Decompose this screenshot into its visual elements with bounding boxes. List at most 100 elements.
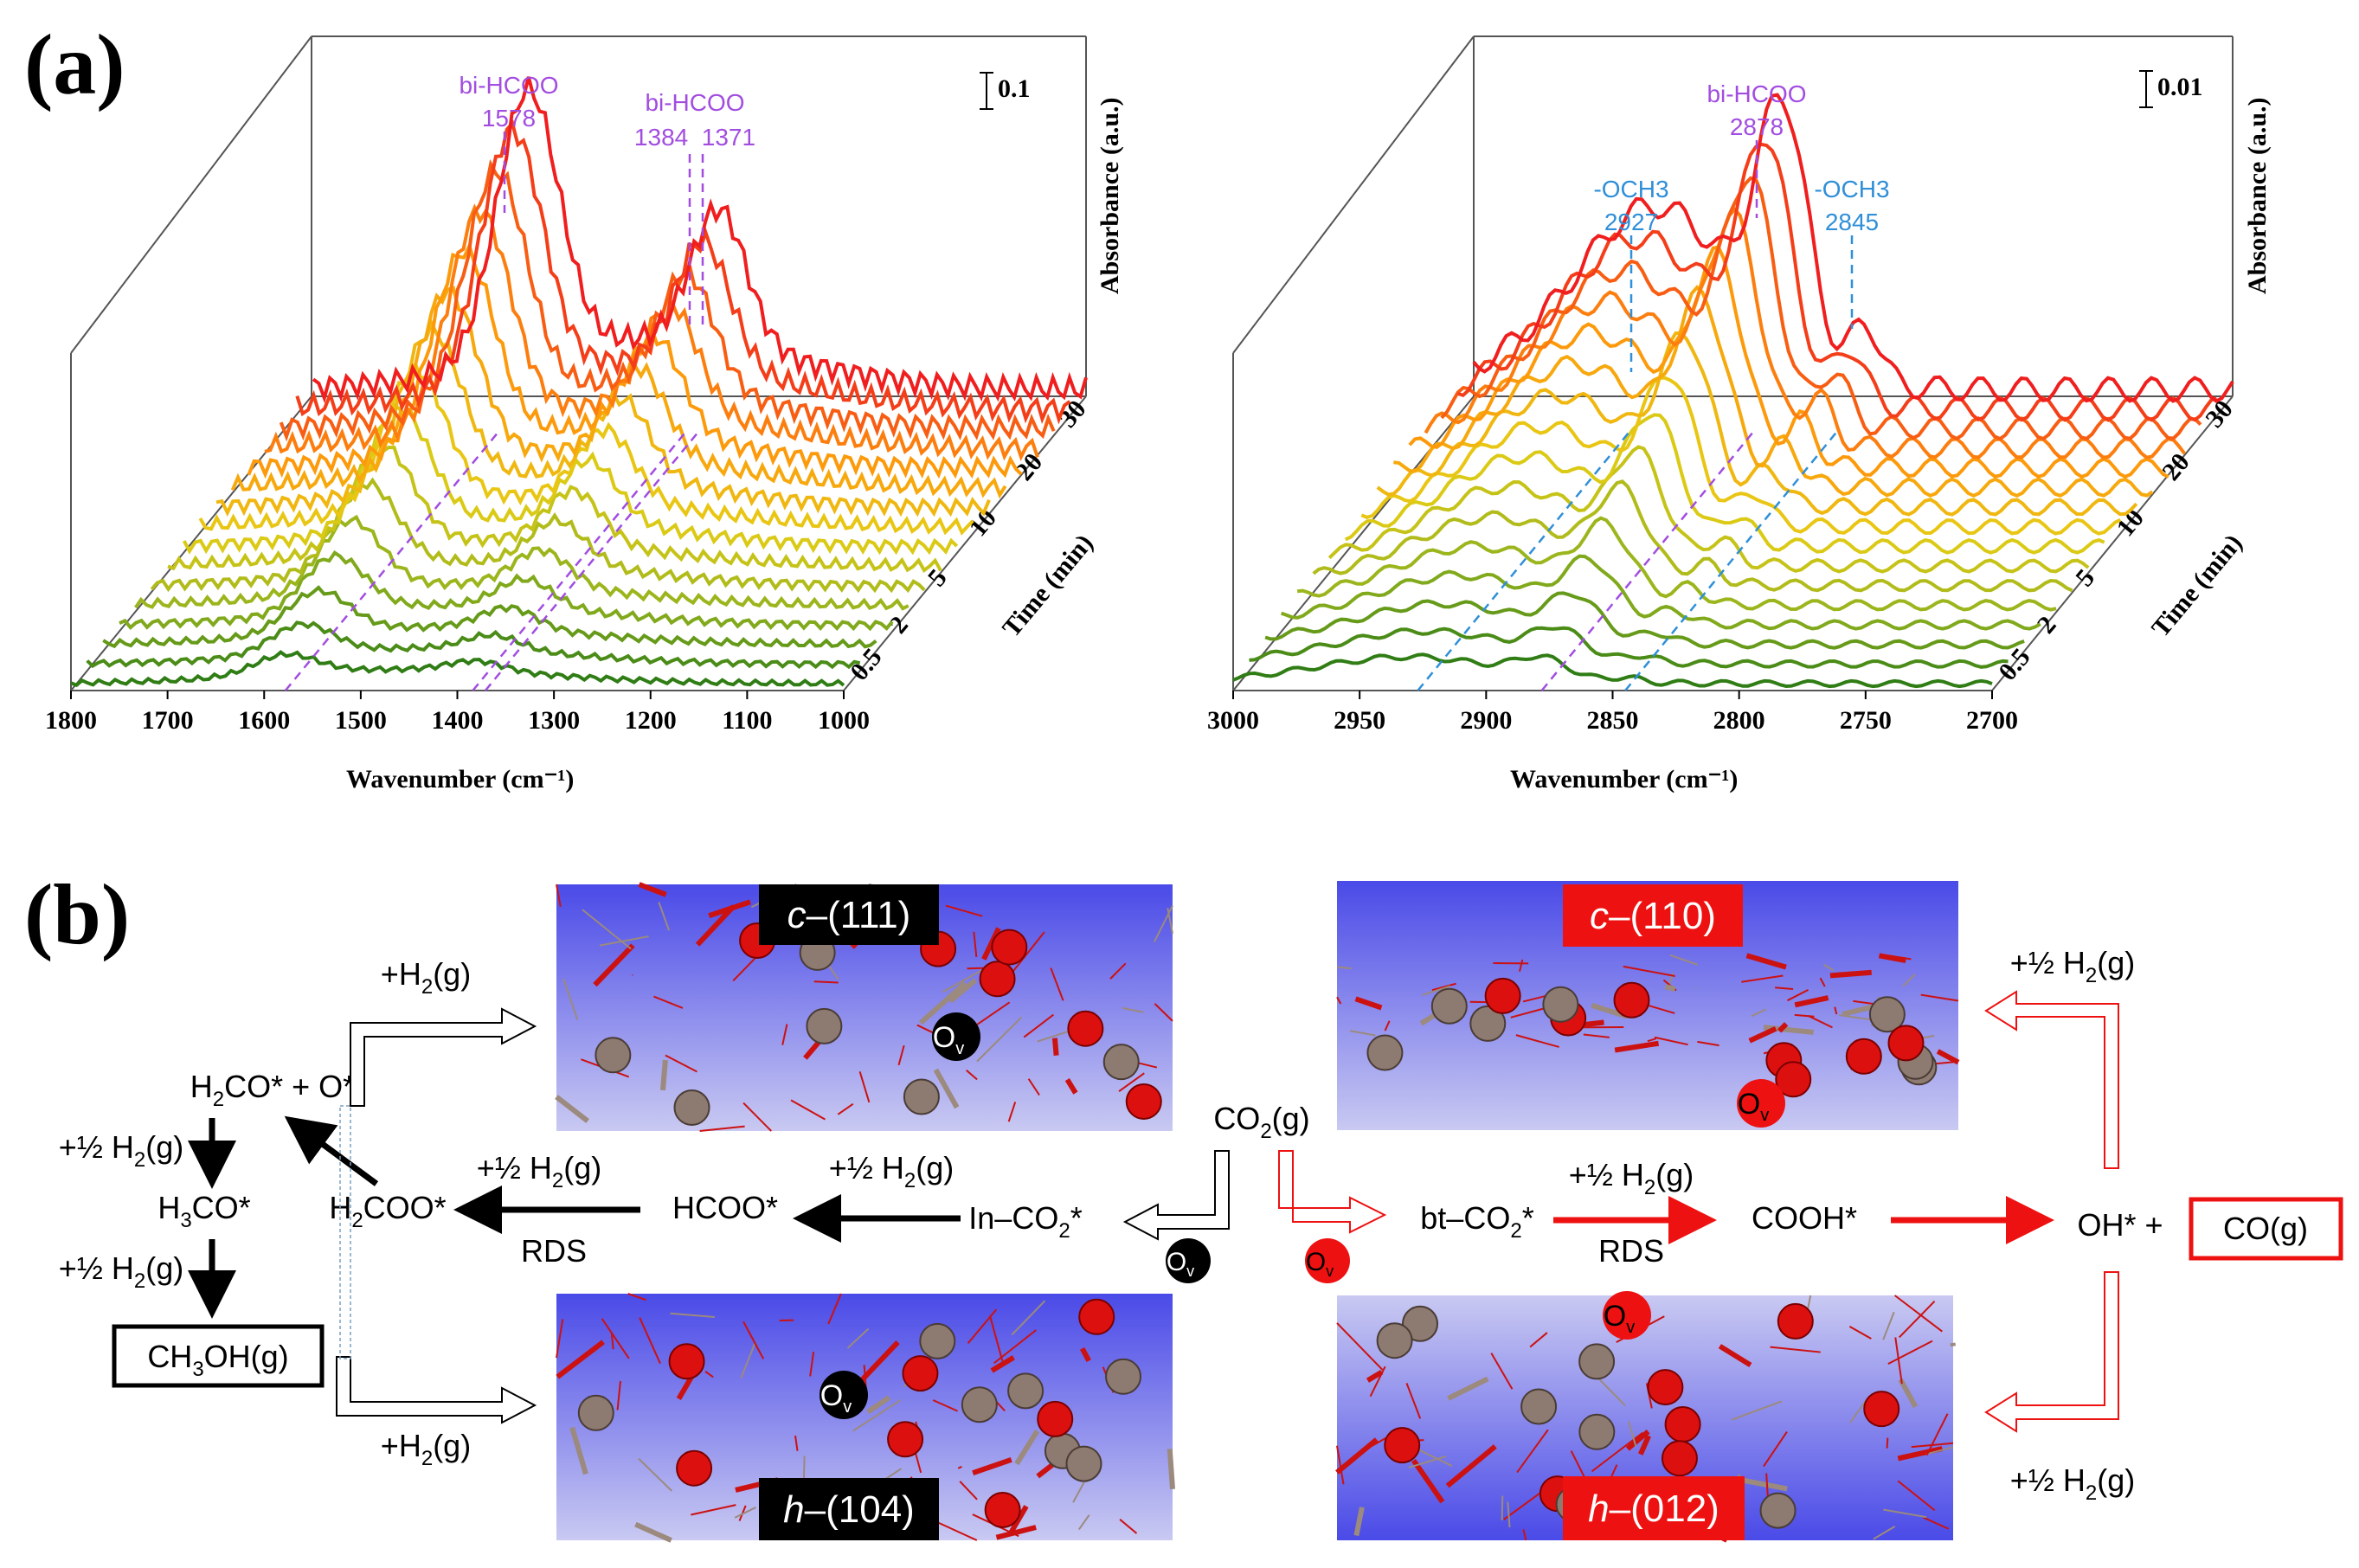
bond — [1775, 986, 1794, 990]
bond — [1153, 905, 1173, 943]
arrow-h2coo-to-h2co — [284, 1115, 379, 1186]
right-scale-bar: 0.01 — [2139, 70, 2203, 108]
bond — [1808, 1015, 1833, 1029]
indium-atom — [1402, 1305, 1439, 1342]
peak-guide-line — [472, 431, 687, 691]
spectrum-line — [1408, 245, 2169, 479]
vacancy-marker-in-path: Ov — [1166, 1238, 1211, 1283]
bond — [639, 1317, 661, 1365]
species-co2: CO2(g) — [1213, 1101, 1309, 1143]
bond — [1363, 1435, 1390, 1452]
oxygen-atom — [1887, 1025, 1925, 1062]
bond — [852, 1399, 901, 1432]
spectrum-line — [215, 318, 991, 517]
species-h3co: H3CO* — [157, 1190, 250, 1232]
bond — [1064, 1077, 1078, 1095]
bond — [976, 1016, 1023, 1063]
vacancy-marker-c110: Ov — [1737, 1079, 1785, 1128]
bond — [1718, 1344, 1752, 1368]
bond — [1529, 1332, 1548, 1348]
svg-text:Ov: Ov — [1167, 1248, 1194, 1280]
bond — [742, 1102, 772, 1132]
bond — [1849, 1399, 1867, 1423]
bond — [1336, 966, 1352, 970]
bond — [942, 967, 987, 993]
bond — [1731, 1400, 1783, 1421]
bond — [1741, 974, 1784, 983]
right-ylabel: Absorbance (a.u.) — [2243, 97, 2272, 294]
facet-label-c111: c–(111) — [759, 884, 939, 945]
left-scale-bar-label: 0.1 — [998, 74, 1031, 103]
species-hcoo: HCOO* — [672, 1190, 778, 1225]
panel-b-label: (b) — [24, 866, 130, 962]
left-annot-hcoo-1-name: bi-HCOO — [459, 72, 558, 99]
left-annot-hcoo-2-name: bi-HCOO — [645, 89, 744, 116]
right-time-axis — [1991, 395, 2234, 691]
oxygen-atom — [902, 1355, 939, 1392]
hollow-arrow-to-h104 — [336, 1356, 537, 1424]
bond — [990, 1355, 1015, 1373]
oxygen-atom — [1863, 1391, 1900, 1428]
spectrum-line — [1264, 591, 2025, 650]
spectrum-line — [198, 360, 974, 536]
bond — [1614, 1040, 1660, 1053]
bond — [1408, 1456, 1447, 1468]
bond — [670, 1312, 715, 1318]
spectrum-line — [1327, 445, 2090, 574]
bond — [1050, 967, 1064, 1001]
bond — [1897, 1446, 1944, 1462]
hollow-arrow-to-c110 — [1984, 990, 2119, 1169]
indium-atom — [961, 1386, 998, 1423]
bond — [988, 1315, 1004, 1361]
spectrum-line — [1393, 285, 2154, 498]
spectrum-line — [1472, 93, 2234, 403]
step-label-hcoo-to-h2coo: +½ H2(g) — [477, 1150, 601, 1192]
bond — [1897, 1480, 1936, 1512]
x-tick-label: 2750 — [1840, 706, 1892, 735]
x-tick-label: 1200 — [625, 706, 677, 735]
bond — [1899, 1300, 1936, 1339]
species-oh: OH* + — [2077, 1207, 2163, 1243]
bond — [933, 1068, 960, 1109]
oxygen-atom — [1037, 1400, 1074, 1437]
indium-atom — [595, 1037, 632, 1074]
bond — [695, 904, 736, 947]
bond — [837, 1102, 854, 1115]
svg-text:h–(104): h–(104) — [783, 1488, 915, 1531]
bond — [1628, 1421, 1637, 1448]
spectrum-line — [264, 203, 1039, 462]
spectrum-line — [1296, 516, 2057, 612]
indium-atom — [1578, 1413, 1616, 1450]
peak-guide-line — [1417, 431, 1631, 691]
right-annot-hcoo-name: bi-HCOO — [1707, 80, 1806, 107]
bond — [1882, 1311, 1895, 1340]
x-tick-label: 1600 — [238, 706, 290, 735]
bond — [1794, 995, 1829, 1008]
bond — [1878, 953, 1906, 964]
bond — [858, 1071, 871, 1103]
species-cooh: COOH* — [1752, 1200, 1857, 1236]
facet-label-h104: h–(104) — [759, 1478, 939, 1540]
svg-text:Ov: Ov — [1604, 1300, 1635, 1337]
right-frame-top-diagonal — [1232, 35, 1475, 354]
vacancy-marker-h012: Ov — [1603, 1291, 1651, 1340]
bond — [740, 1342, 756, 1379]
bond — [734, 1507, 756, 1519]
chart-right: 3000 2950 2900 2850 2800 2750 2700 0.525102030… — [1207, 35, 2272, 794]
x-tick-label: 1000 — [818, 706, 870, 735]
right-x-ticks: 3000 2950 2900 2850 2800 2750 2700 — [1207, 691, 2018, 735]
indium-atom — [1578, 1343, 1616, 1380]
bond — [1354, 996, 1383, 1011]
bond — [1519, 959, 1524, 972]
indium-atom — [1759, 1492, 1797, 1529]
bond — [1079, 1346, 1091, 1362]
bond — [556, 1340, 605, 1379]
oxygen-atom — [1664, 1406, 1701, 1443]
indium-atom — [806, 1007, 843, 1044]
spectrum-line — [1360, 376, 2122, 536]
right-xlabel: Wavenumber (cm⁻¹) — [1510, 765, 1738, 794]
bond — [1154, 1003, 1173, 1022]
indium-atom — [1868, 996, 1906, 1033]
bond — [659, 1059, 668, 1091]
